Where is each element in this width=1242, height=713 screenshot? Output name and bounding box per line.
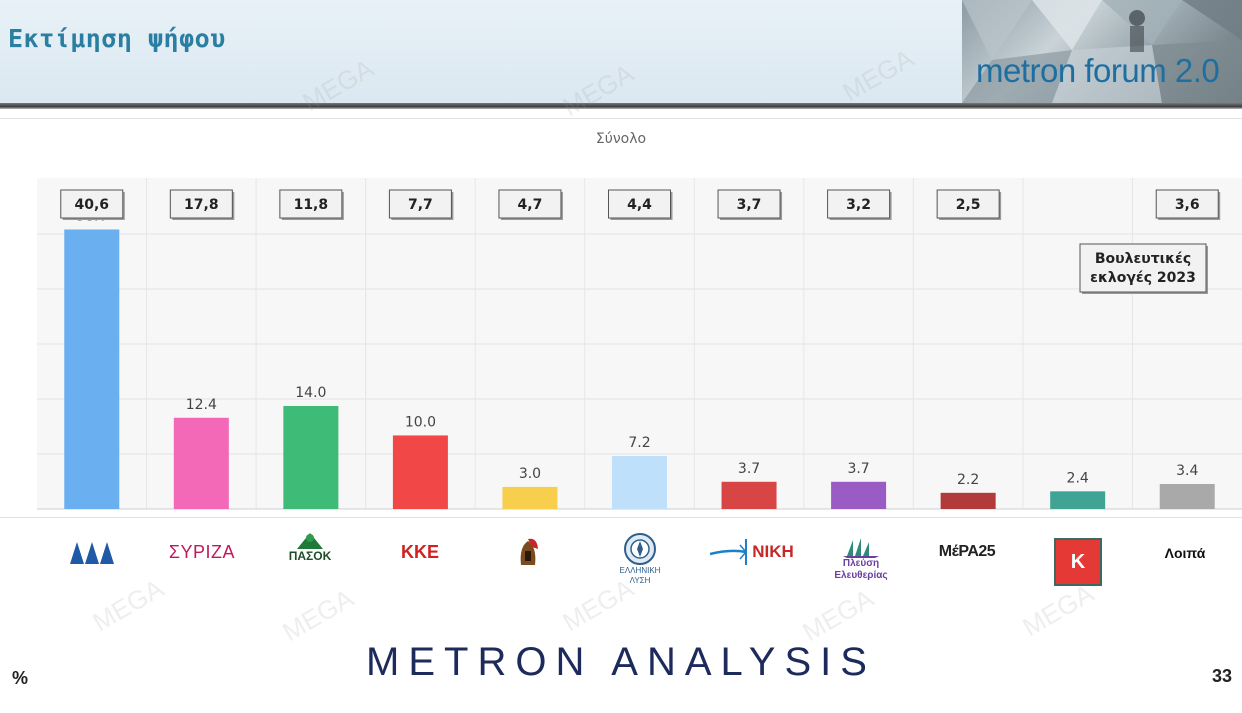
election-2023-box	[169, 189, 233, 219]
bar	[502, 486, 558, 509]
election-2023-box	[608, 189, 671, 219]
plefsi-logo: Πλεύση Ελευθερίας	[826, 528, 896, 590]
legend-text: Βουλευτικές	[1095, 251, 1191, 267]
election-2023-value: 17,8	[184, 197, 219, 213]
page-title: Εκτίμηση ψήφου	[8, 24, 226, 53]
loipa-label: Λοιπά	[1150, 538, 1220, 568]
bar	[173, 417, 229, 509]
mera25-logo-text: ΜέΡΑ25	[938, 543, 996, 560]
election-2023-value: 40,6	[74, 197, 109, 213]
election-2023-box	[60, 189, 124, 219]
bar-value-label: 2.4	[1067, 470, 1089, 486]
metron-forum-logo: metron forum 2.0	[962, 0, 1242, 103]
election-2023-box	[279, 189, 343, 219]
header-divider	[0, 103, 1242, 109]
chart-title: Σύνολο	[595, 131, 647, 147]
niki-logo: ΝΙΚΗ	[702, 534, 802, 570]
election-2023-value: 4,7	[518, 197, 543, 213]
election-2023-value: 3,2	[846, 197, 871, 213]
bar-value-label: 14.0	[295, 385, 326, 401]
bar	[1050, 491, 1106, 509]
metron-analysis-logo: METRON ANALYSIS	[366, 640, 876, 684]
bar-value-label: 3.4	[1176, 463, 1198, 479]
spartiates-logo	[508, 530, 548, 574]
bar	[1159, 483, 1215, 509]
bar-value-label: 7.2	[628, 435, 650, 451]
election-2023-box	[388, 189, 452, 219]
bar	[721, 481, 777, 509]
bar	[64, 229, 120, 509]
bar-value-label: 3.7	[847, 461, 869, 477]
election-2023-value: 2,5	[956, 197, 981, 213]
bar-value-label: 3.7	[738, 461, 760, 477]
party-logos-row: ΣΥΡΙΖΑ ΠΑΣΟΚ ΚΚΕ ΕΛΛΗΝΙΚΗ ΛΥΣΗ ΝΙΚΗ	[0, 520, 1242, 600]
election-2023-box	[827, 189, 891, 219]
pasok-logo: ΠΑΣΟΚ	[278, 528, 342, 568]
election-2023-box	[717, 189, 781, 219]
kinima-dimokratias-logo: Κ	[1054, 538, 1102, 586]
page-number: 33	[1211, 666, 1232, 686]
unit-label: %	[12, 668, 29, 688]
election-2023-box	[936, 189, 1000, 219]
bar-value-label: 3.0	[519, 466, 541, 482]
loipa-label-text: Λοιπά	[1164, 545, 1206, 561]
election-2023-value: 11,8	[294, 197, 329, 213]
slide-header: Εκτίμηση ψήφου metron forum 2.0	[0, 0, 1242, 104]
bar-value-label: 10.0	[405, 414, 436, 430]
mera25-logo: ΜέΡΑ25	[932, 534, 1002, 570]
bar-value-label: 2.2	[957, 472, 979, 488]
bar	[940, 492, 996, 509]
nd-logo	[60, 534, 124, 574]
plefsi-logo-text: Πλεύση Ελευθερίας	[834, 558, 888, 581]
kke-logo: ΚΚΕ	[396, 534, 444, 570]
bar-value-label: 12.4	[186, 397, 217, 413]
bar	[831, 481, 887, 509]
elliniki-lysi-logo-text: ΕΛΛΗΝΙΚΗ ΛΥΣΗ	[619, 566, 661, 585]
election-2023-value: 4,4	[627, 197, 652, 213]
election-2023-value: 3,6	[1175, 197, 1200, 213]
forum-logo-text: metron forum 2.0	[976, 52, 1220, 89]
pasok-logo-text: ΠΑΣΟΚ	[288, 549, 332, 563]
bar	[392, 435, 448, 509]
election-2023-box	[498, 189, 562, 219]
kke-logo-text: ΚΚΕ	[400, 541, 439, 562]
syriza-logo: ΣΥΡΙΖΑ	[166, 534, 238, 570]
legend-box	[1079, 243, 1207, 293]
niki-logo-text: ΝΙΚΗ	[752, 542, 794, 561]
syriza-logo-text: ΣΥΡΙΖΑ	[168, 541, 236, 562]
elliniki-lysi-logo: ΕΛΛΗΝΙΚΗ ΛΥΣΗ	[600, 528, 680, 590]
kinima-logo-text: Κ	[1070, 550, 1086, 573]
legend-text: εκλογές 2023	[1090, 270, 1196, 286]
election-2023-value: 3,7	[737, 197, 762, 213]
bar	[283, 406, 339, 509]
election-2023-value: 7,7	[408, 197, 433, 213]
election-2023-box	[1155, 189, 1219, 219]
bar	[612, 456, 667, 509]
